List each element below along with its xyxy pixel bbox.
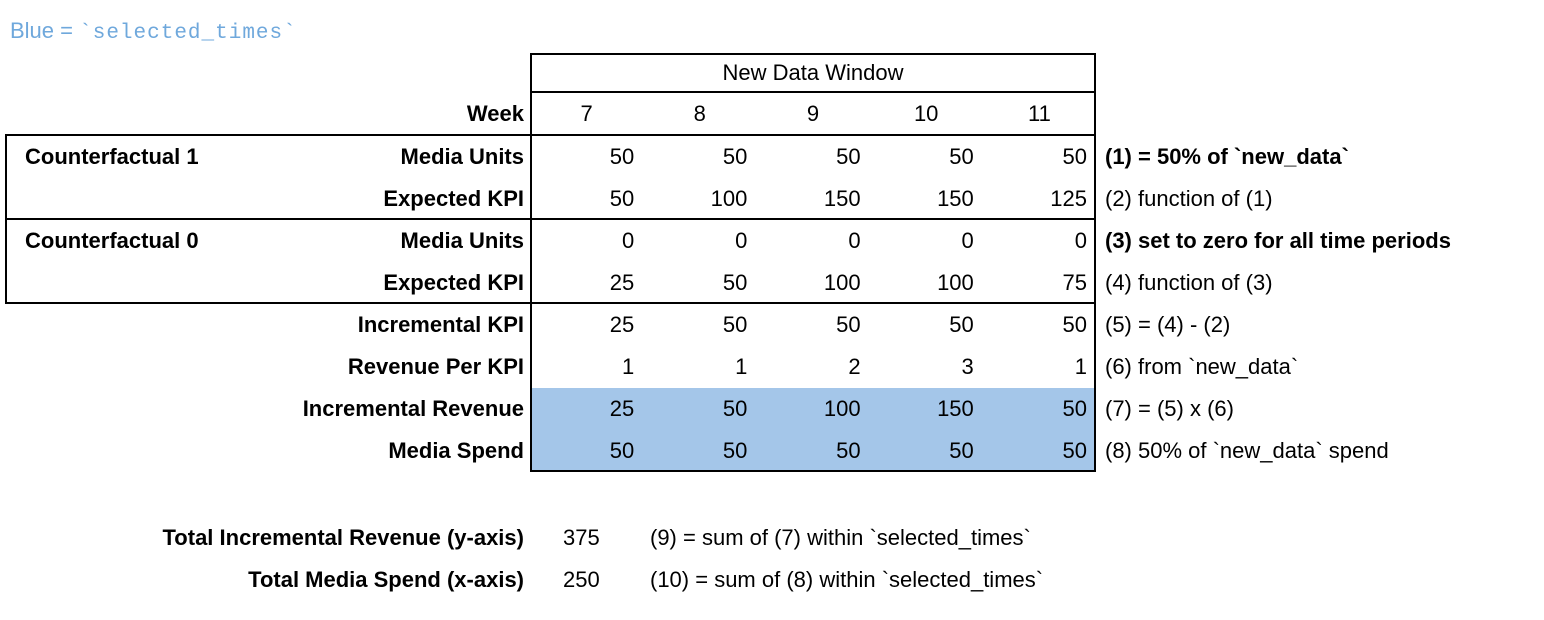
table-cell: 0 bbox=[848, 228, 861, 253]
table-cell: 125 bbox=[1050, 186, 1087, 211]
table-cell: 25 bbox=[609, 396, 635, 421]
blue-legend: Blue = `selected_times` bbox=[10, 18, 297, 47]
table-cell: 100 bbox=[823, 396, 861, 421]
table-cell: 50 bbox=[949, 312, 974, 337]
table-cell: 50 bbox=[722, 270, 748, 295]
table-cell: 1 bbox=[1074, 354, 1087, 379]
row-annotation: (8) 50% of `new_data` spend bbox=[1105, 438, 1389, 463]
table-cell: 150 bbox=[937, 186, 974, 211]
table-cell: 50 bbox=[836, 144, 861, 169]
row-label: Media Spend bbox=[388, 438, 524, 463]
table-cell: 0 bbox=[621, 228, 635, 253]
table-cell: 0 bbox=[1074, 228, 1087, 253]
divider-under-counterfactual-0 bbox=[530, 302, 1096, 304]
row-label: Media Units bbox=[400, 144, 524, 169]
table-cell: 50 bbox=[836, 312, 861, 337]
row-label: Incremental KPI bbox=[357, 312, 524, 337]
row-annotation: (2) function of (1) bbox=[1105, 186, 1273, 211]
row-annotation: (7) = (5) x (6) bbox=[1105, 396, 1234, 421]
week-row-label: Week bbox=[466, 101, 524, 126]
table-cell: 0 bbox=[735, 228, 748, 253]
week-cell: 10 bbox=[913, 101, 939, 126]
table-cell: 50 bbox=[1062, 312, 1087, 337]
table-cell: 0 bbox=[961, 228, 974, 253]
row-label: Expected KPI bbox=[383, 186, 524, 211]
week-cell: 8 bbox=[693, 101, 706, 126]
divider-counterfactual-1-0 bbox=[530, 218, 1096, 220]
week-cell: 11 bbox=[1027, 101, 1051, 126]
table-cell: 50 bbox=[722, 396, 748, 421]
divider-under-header bbox=[530, 91, 1096, 93]
table-cell: 50 bbox=[949, 144, 974, 169]
table-cell: 2 bbox=[848, 354, 861, 379]
week-cell: 9 bbox=[806, 101, 820, 126]
table-cell: 50 bbox=[609, 186, 635, 211]
legend-code: `selected_times` bbox=[79, 22, 297, 45]
table-cell: 50 bbox=[949, 438, 974, 463]
total-label: Total Incremental Revenue (y-axis) bbox=[162, 525, 525, 550]
table-cell: 50 bbox=[609, 144, 635, 169]
week-cell: 7 bbox=[580, 101, 593, 126]
total-label: Total Media Spend (x-axis) bbox=[248, 567, 524, 592]
row-annotation: (3) set to zero for all time periods bbox=[1105, 228, 1451, 253]
table-cell: 50 bbox=[722, 312, 748, 337]
counterfactual-0-box bbox=[5, 218, 532, 304]
table-cell: 50 bbox=[722, 438, 748, 463]
table-cell: 1 bbox=[735, 354, 748, 379]
table-cell: 50 bbox=[1062, 438, 1087, 463]
table-header-new-data-window: New Data Window bbox=[722, 60, 904, 85]
table-cell: 1 bbox=[621, 354, 635, 379]
selected-times-highlight bbox=[532, 388, 1094, 470]
table-cell: 100 bbox=[823, 270, 861, 295]
table-cell: 25 bbox=[609, 270, 635, 295]
row-annotation: (4) function of (3) bbox=[1105, 270, 1273, 295]
total-annotation: (10) = sum of (8) within `selected_times… bbox=[650, 567, 1044, 592]
total-annotation: (9) = sum of (7) within `selected_times` bbox=[650, 525, 1031, 550]
legend-label: Blue = bbox=[10, 18, 80, 43]
table-cell: 3 bbox=[961, 354, 974, 379]
row-label: Incremental Revenue bbox=[302, 396, 524, 421]
total-value: 250 bbox=[563, 567, 600, 592]
total-value: 375 bbox=[563, 525, 600, 550]
group-label: Counterfactual 1 bbox=[25, 144, 199, 169]
row-label: Expected KPI bbox=[383, 270, 524, 295]
table-cell: 150 bbox=[937, 396, 974, 421]
table-cell: 150 bbox=[823, 186, 861, 211]
group-label: Counterfactual 0 bbox=[25, 228, 199, 253]
table-cell: 50 bbox=[1062, 144, 1087, 169]
table-cell: 100 bbox=[937, 270, 974, 295]
row-label: Media Units bbox=[400, 228, 524, 253]
divider-under-week-row bbox=[530, 134, 1096, 136]
table-cell: 50 bbox=[836, 438, 861, 463]
row-annotation: (1) = 50% of `new_data` bbox=[1105, 144, 1349, 169]
table-cell: 50 bbox=[722, 144, 748, 169]
table-cell: 75 bbox=[1062, 270, 1087, 295]
table-cell: 50 bbox=[1062, 396, 1087, 421]
row-label: Revenue Per KPI bbox=[347, 354, 524, 379]
row-annotation: (6) from `new_data` bbox=[1105, 354, 1299, 379]
table-cell: 100 bbox=[710, 186, 748, 211]
table-cell: 50 bbox=[609, 438, 635, 463]
row-annotation: (5) = (4) - (2) bbox=[1105, 312, 1231, 337]
table-cell: 25 bbox=[609, 312, 635, 337]
